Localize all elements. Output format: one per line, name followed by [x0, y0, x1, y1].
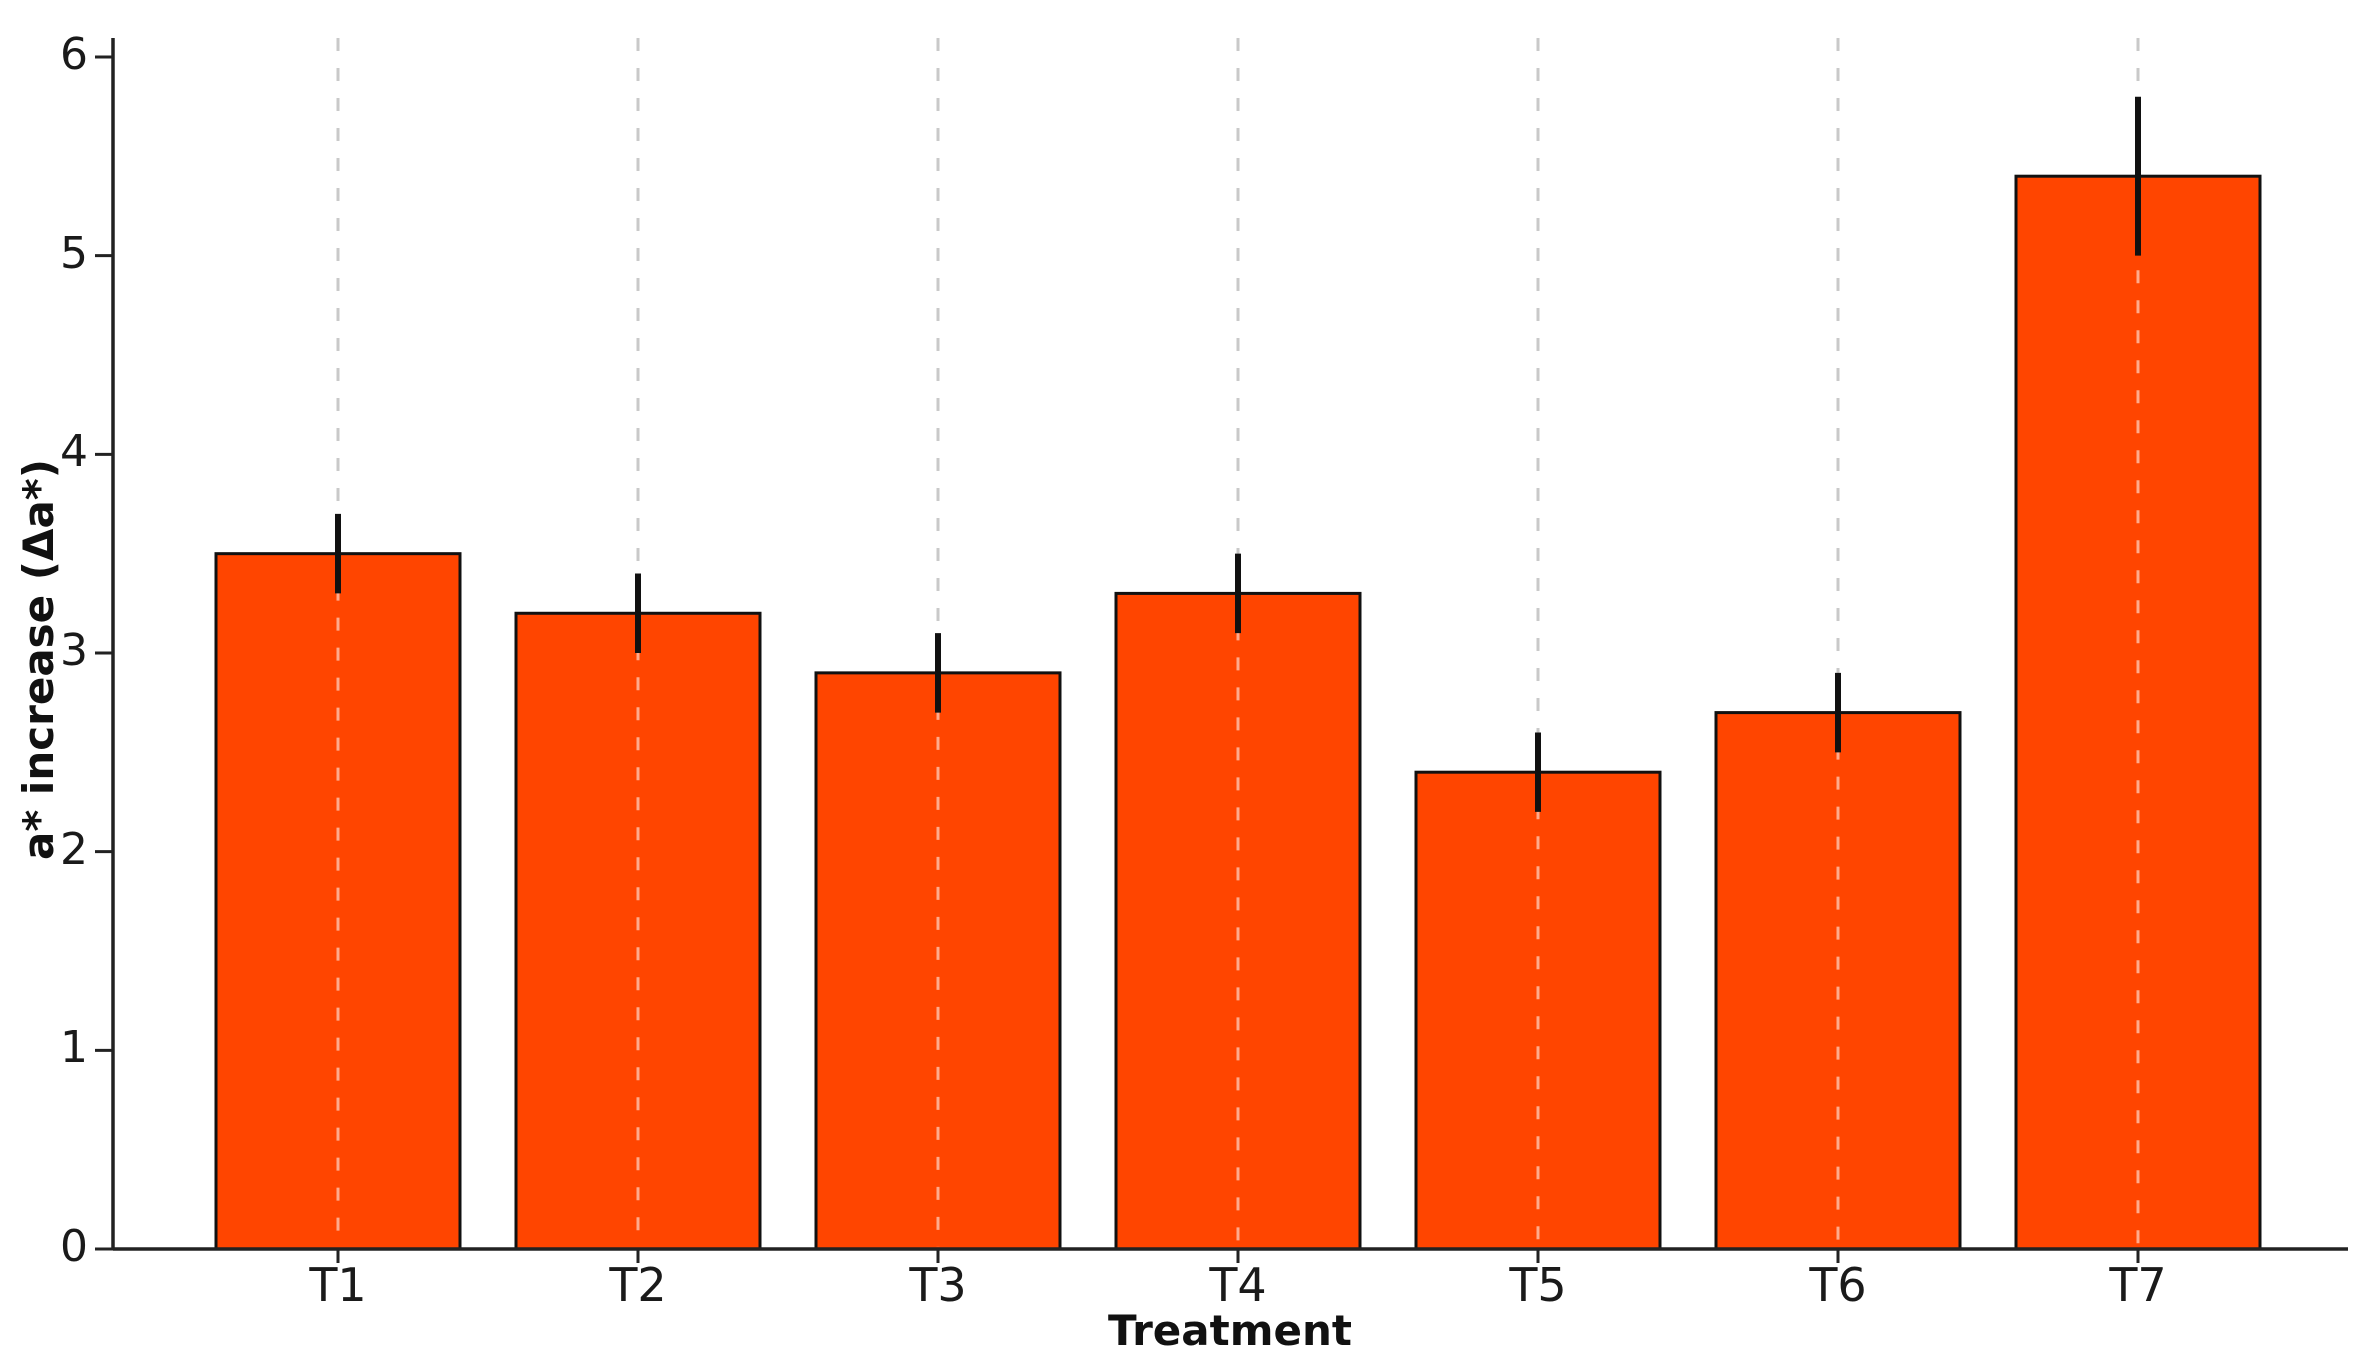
x-tick-label-T2: T2	[609, 1258, 667, 1312]
x-axis-title: Treatment	[1108, 1306, 1352, 1355]
y-tick-label-2: 2	[60, 823, 88, 875]
bar-T6	[1714, 711, 1962, 1251]
x-tick-label-T6: T6	[1809, 1258, 1867, 1312]
x-tick-label-T7: T7	[2109, 1258, 2167, 1312]
y-tick-label-4: 4	[60, 426, 88, 478]
y-tick-label-3: 3	[60, 625, 88, 676]
y-tick-label-6: 6	[60, 29, 88, 80]
x-tick-label-T1: T1	[309, 1258, 367, 1312]
x-tick-label-T5: T5	[1509, 1258, 1567, 1312]
y-tick-label-1: 1	[60, 1022, 88, 1074]
y-tick-label-0: 0	[60, 1221, 88, 1272]
x-tick-label-T3: T3	[909, 1258, 967, 1312]
x-tick-label-T4: T4	[1209, 1258, 1267, 1312]
y-tick-label-5: 5	[60, 227, 88, 279]
y-axis-title: a* increase (Δa*)	[14, 459, 63, 860]
